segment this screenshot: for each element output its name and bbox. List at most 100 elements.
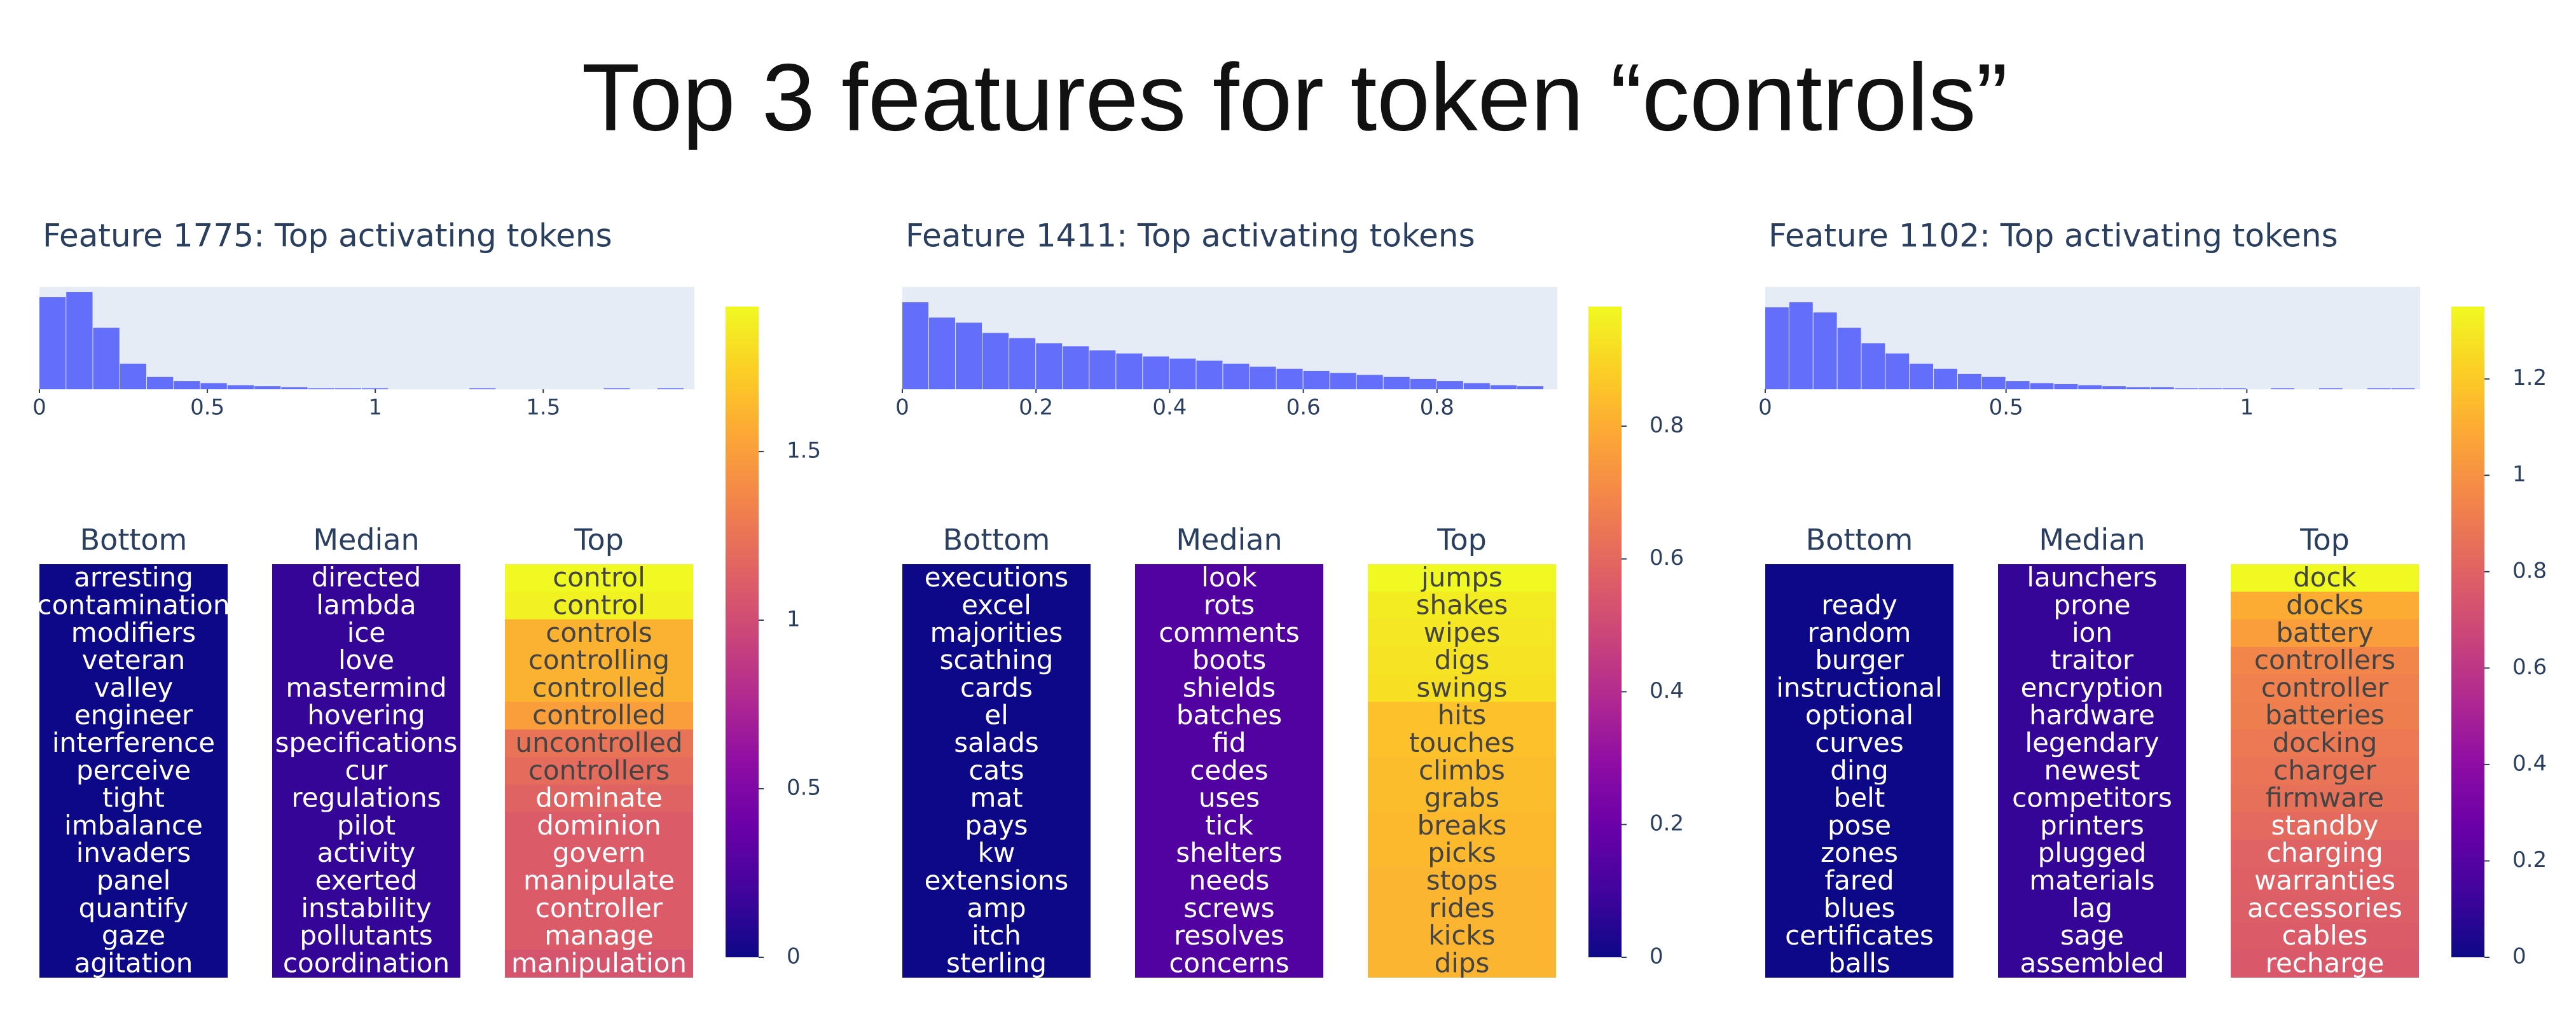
x-tick-label: 0	[32, 395, 46, 420]
token-cell	[1765, 674, 1953, 702]
token-cell	[1765, 757, 1953, 785]
token-label: materials	[2029, 864, 2154, 896]
token-cell	[505, 867, 693, 896]
token-cell	[1368, 564, 1556, 592]
token-cell	[1368, 592, 1556, 620]
token-cell	[39, 729, 228, 758]
histogram-bar	[281, 387, 308, 389]
token-label: cur	[345, 754, 389, 786]
token-cell	[1765, 784, 1953, 813]
token-label: instability	[301, 892, 431, 924]
panel-title: Feature 1775: Top activating tokens	[43, 218, 612, 254]
token-cell	[1765, 619, 1953, 648]
token-cell	[39, 674, 228, 702]
x-tick-label: 0.5	[1989, 395, 2023, 420]
token-cell	[505, 812, 693, 840]
token-label: perceive	[76, 754, 191, 786]
token-cell	[2231, 729, 2419, 758]
token-cell	[1135, 894, 1323, 923]
token-label: imbalance	[64, 810, 203, 841]
token-label: control	[553, 562, 645, 593]
token-cell	[1135, 757, 1323, 785]
token-label: controller	[2261, 672, 2389, 703]
token-cell	[1998, 619, 2186, 648]
token-label: dips	[1435, 947, 1490, 978]
token-label: standby	[2271, 810, 2379, 841]
token-label: swings	[1416, 672, 1507, 703]
histogram-bar	[2198, 388, 2222, 389]
histogram-bar	[1143, 356, 1169, 389]
token-cell	[39, 784, 228, 813]
token-cell	[2231, 950, 2419, 978]
token-label: shields	[1183, 672, 1276, 703]
token-cell	[39, 840, 228, 868]
token-cell	[1765, 646, 1953, 675]
token-cell	[902, 840, 1091, 868]
token-label: scathing	[940, 644, 1054, 676]
token-cell	[1765, 729, 1953, 758]
token-label: dominate	[535, 782, 663, 814]
column-header: Median	[313, 523, 419, 557]
token-cell	[1135, 619, 1323, 648]
token-cell	[505, 729, 693, 758]
histogram-bar	[1383, 377, 1410, 389]
token-cell	[39, 950, 228, 978]
token-label: optional	[1805, 700, 1913, 731]
token-cell	[2231, 674, 2419, 702]
token-cell	[1368, 619, 1556, 648]
colorbar-tick-label: 0	[787, 944, 801, 969]
histogram-bar	[1861, 343, 1885, 389]
histogram-bar	[39, 297, 66, 389]
token-label: random	[1808, 617, 1911, 648]
histogram-bar	[1303, 371, 1330, 389]
token-label: pose	[1828, 810, 1891, 841]
colorbar-tick-label: 0.8	[1650, 412, 1684, 438]
histogram-bar	[982, 333, 1009, 389]
histogram-bar	[1517, 386, 1543, 389]
token-label: cards	[960, 672, 1033, 703]
token-label: valley	[94, 672, 174, 703]
token-cell	[1998, 564, 2186, 592]
histogram-bar	[1223, 363, 1250, 389]
token-cell	[272, 646, 460, 675]
token-label: controlled	[532, 672, 666, 703]
histogram-bar	[2150, 387, 2174, 389]
histogram-bar	[1089, 350, 1116, 389]
x-tick-label: 0	[895, 395, 909, 420]
colorbar-tick-label: 0.8	[2512, 558, 2547, 583]
token-cell	[272, 702, 460, 730]
token-cell	[505, 619, 693, 648]
token-cell	[902, 950, 1091, 978]
token-cell	[902, 784, 1091, 813]
token-label: interference	[52, 727, 215, 758]
token-label: controllers	[2254, 644, 2395, 676]
token-label: assembled	[2020, 947, 2164, 978]
histogram-bar	[1169, 358, 1196, 389]
histogram-bar	[1250, 366, 1276, 389]
token-cell	[1135, 592, 1323, 620]
token-label: docks	[2286, 589, 2364, 620]
token-cell	[505, 757, 693, 785]
histogram-bar	[1813, 312, 1837, 389]
token-label: tight	[102, 782, 165, 814]
x-tick-label: 0.8	[1420, 395, 1454, 420]
histogram-bar	[1765, 307, 1789, 389]
histogram-bar	[956, 322, 982, 389]
token-label: engineer	[74, 700, 193, 731]
token-cell	[2231, 646, 2419, 675]
token-label: regulations	[291, 782, 441, 814]
token-cell	[2231, 592, 2419, 620]
token-label: extensions	[925, 864, 1069, 896]
token-cell	[1765, 922, 1953, 950]
token-label: encryption	[2021, 672, 2164, 703]
token-cell	[39, 619, 228, 648]
colorbar-tick-label: 0.2	[2512, 847, 2547, 873]
token-label: ding	[1830, 754, 1889, 786]
token-cell	[1135, 812, 1323, 840]
token-cell	[2231, 812, 2419, 840]
token-cell	[39, 592, 228, 620]
token-label: controlled	[532, 700, 666, 731]
histogram-bar	[120, 363, 147, 389]
token-cell	[1368, 922, 1556, 950]
histogram-bar	[66, 292, 93, 389]
